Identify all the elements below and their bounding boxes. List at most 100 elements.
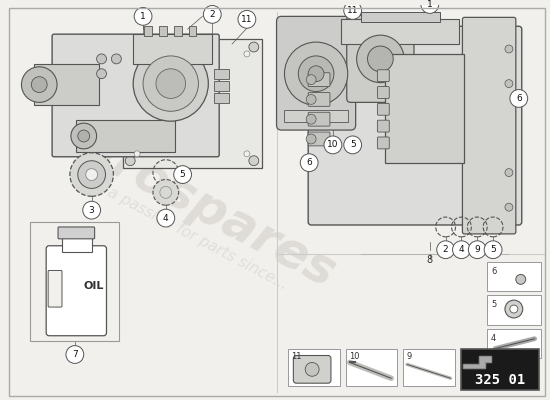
Circle shape xyxy=(300,154,318,172)
Circle shape xyxy=(306,134,316,144)
Circle shape xyxy=(505,203,513,211)
Circle shape xyxy=(344,136,361,154)
Bar xyxy=(403,348,454,386)
Circle shape xyxy=(453,241,470,259)
FancyBboxPatch shape xyxy=(377,120,389,132)
Circle shape xyxy=(153,180,179,205)
Text: 4: 4 xyxy=(491,334,496,343)
Circle shape xyxy=(306,94,316,104)
Circle shape xyxy=(516,274,526,284)
Bar xyxy=(487,295,541,325)
Bar xyxy=(346,348,397,386)
Text: 11: 11 xyxy=(241,15,252,24)
Text: 6: 6 xyxy=(306,158,312,167)
Circle shape xyxy=(204,6,221,23)
Text: 6: 6 xyxy=(491,266,497,276)
Circle shape xyxy=(244,151,250,157)
Circle shape xyxy=(143,56,199,111)
Circle shape xyxy=(238,10,256,28)
Bar xyxy=(214,81,229,90)
Text: 9: 9 xyxy=(406,352,411,360)
Circle shape xyxy=(367,46,393,72)
Circle shape xyxy=(174,166,191,184)
Circle shape xyxy=(356,35,404,83)
Bar xyxy=(341,19,459,44)
Text: 10: 10 xyxy=(327,140,339,150)
Bar xyxy=(214,69,229,79)
Text: 4: 4 xyxy=(163,214,169,222)
FancyBboxPatch shape xyxy=(308,26,522,225)
FancyBboxPatch shape xyxy=(377,103,389,115)
Bar xyxy=(487,329,541,358)
Circle shape xyxy=(510,90,527,107)
Circle shape xyxy=(510,305,518,313)
Circle shape xyxy=(469,241,486,259)
Text: 8: 8 xyxy=(427,254,433,264)
Polygon shape xyxy=(464,356,491,368)
Bar xyxy=(284,110,348,122)
FancyBboxPatch shape xyxy=(377,70,389,82)
Bar xyxy=(189,26,196,36)
FancyBboxPatch shape xyxy=(52,34,219,157)
Circle shape xyxy=(305,362,319,376)
Circle shape xyxy=(133,46,208,121)
Circle shape xyxy=(71,123,97,149)
Bar xyxy=(386,54,464,163)
Bar xyxy=(30,222,119,341)
Circle shape xyxy=(31,77,47,92)
Text: 5: 5 xyxy=(491,300,496,309)
Circle shape xyxy=(21,67,57,102)
Circle shape xyxy=(244,51,250,57)
Text: 3: 3 xyxy=(89,206,95,215)
Circle shape xyxy=(112,54,122,64)
Circle shape xyxy=(505,80,513,88)
FancyBboxPatch shape xyxy=(58,227,95,239)
Circle shape xyxy=(156,69,185,98)
Text: 5: 5 xyxy=(180,170,185,179)
FancyBboxPatch shape xyxy=(48,270,62,307)
FancyBboxPatch shape xyxy=(308,132,330,146)
FancyBboxPatch shape xyxy=(277,16,356,130)
Circle shape xyxy=(421,0,439,13)
Circle shape xyxy=(82,201,101,219)
Bar xyxy=(487,262,541,291)
Text: 1: 1 xyxy=(427,0,433,9)
Circle shape xyxy=(437,241,454,259)
Circle shape xyxy=(70,153,113,196)
Text: eurospares: eurospares xyxy=(42,107,343,298)
Text: 5: 5 xyxy=(490,245,496,254)
FancyBboxPatch shape xyxy=(308,112,330,126)
Bar xyxy=(144,26,152,36)
Circle shape xyxy=(324,136,342,154)
Circle shape xyxy=(134,51,140,57)
Text: OIL: OIL xyxy=(84,281,104,291)
Circle shape xyxy=(78,161,106,188)
Circle shape xyxy=(157,209,175,227)
FancyBboxPatch shape xyxy=(463,17,516,234)
Circle shape xyxy=(484,241,502,259)
Circle shape xyxy=(306,114,316,124)
Circle shape xyxy=(308,66,324,82)
FancyBboxPatch shape xyxy=(293,356,331,383)
Circle shape xyxy=(298,56,334,92)
Text: 7: 7 xyxy=(72,350,78,359)
Circle shape xyxy=(505,45,513,53)
Text: 6: 6 xyxy=(516,94,521,103)
Circle shape xyxy=(284,42,348,105)
Text: 5: 5 xyxy=(350,140,355,150)
Circle shape xyxy=(249,156,258,166)
Bar xyxy=(34,64,98,105)
Bar xyxy=(214,94,229,103)
Text: 9: 9 xyxy=(475,245,480,254)
Circle shape xyxy=(125,156,135,166)
FancyBboxPatch shape xyxy=(308,73,330,86)
Text: 11: 11 xyxy=(347,6,359,15)
FancyBboxPatch shape xyxy=(377,137,389,149)
Text: 10: 10 xyxy=(349,352,359,360)
Circle shape xyxy=(344,2,361,19)
Bar xyxy=(361,12,439,22)
Circle shape xyxy=(66,346,84,364)
FancyBboxPatch shape xyxy=(377,86,389,98)
Circle shape xyxy=(134,151,140,157)
Circle shape xyxy=(505,169,513,176)
